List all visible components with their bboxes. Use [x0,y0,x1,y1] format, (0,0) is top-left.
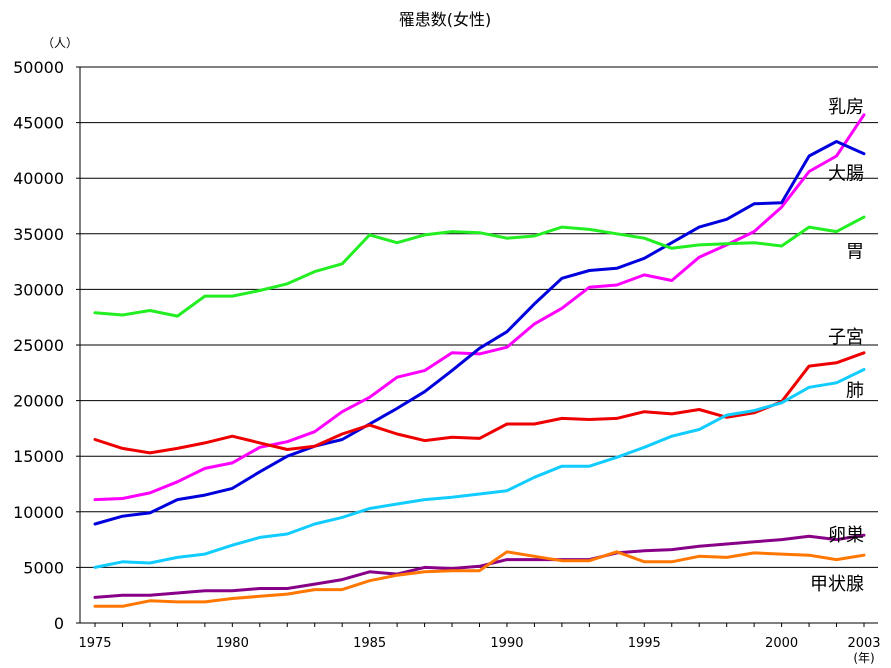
y-tick-label-25000: 25000 [13,336,64,355]
x-axis-ticks: 1975 1980 1985 1990 1995 2000 [78,623,865,651]
y-unit-label: （人） [42,36,78,50]
chart-title: 罹患数(女性) [399,10,492,29]
x-tick-label-1990: 1990 [490,636,523,651]
y-tick-label-0: 0 [54,614,64,633]
series-line-4 [93,351,866,455]
series-lines [93,113,866,608]
series-label-4: 子宮 [828,327,864,348]
series-line-1 [93,113,866,502]
y-tick-label-30000: 30000 [13,280,64,299]
y-tick-label-50000: 50000 [13,58,64,77]
series-label-2: 大腸 [828,164,864,185]
series-line-7 [93,550,866,608]
series-label-3: 胃 [846,241,864,262]
y-tick-label-40000: 40000 [13,169,64,188]
x-unit-label: (年) [853,651,874,665]
x-tick-label-1975: 1975 [78,636,111,651]
y-tick-label-5000: 5000 [23,558,64,577]
y-axis-ticks: 0 5000 10000 15000 20000 25000 30000 35000 40000… [13,58,80,633]
y-tick-label-15000: 15000 [13,447,64,466]
y-tick-label-45000: 45000 [13,114,64,133]
x-tick-label-1985: 1985 [353,636,386,651]
gridlines [80,66,878,568]
y-tick-label-10000: 10000 [13,503,64,522]
x-tick-label-1980: 1980 [216,636,249,651]
series-line-2 [93,140,866,526]
series-label-6: 卵巣 [828,525,864,546]
series-label-5: 肺 [846,380,864,401]
y-tick-label-35000: 35000 [13,225,64,244]
y-tick-label-20000: 20000 [13,392,64,411]
x-tick-label-2000: 2000 [765,636,798,651]
series-line-3 [93,215,866,318]
series-label-1: 乳房 [828,97,864,118]
series-line-5 [93,368,866,569]
x-tick-label-2003: 2003 [847,636,880,651]
x-tick-label-1995: 1995 [628,636,661,651]
series-label-7: 甲状腺 [810,574,864,595]
series-line-6 [93,533,866,599]
